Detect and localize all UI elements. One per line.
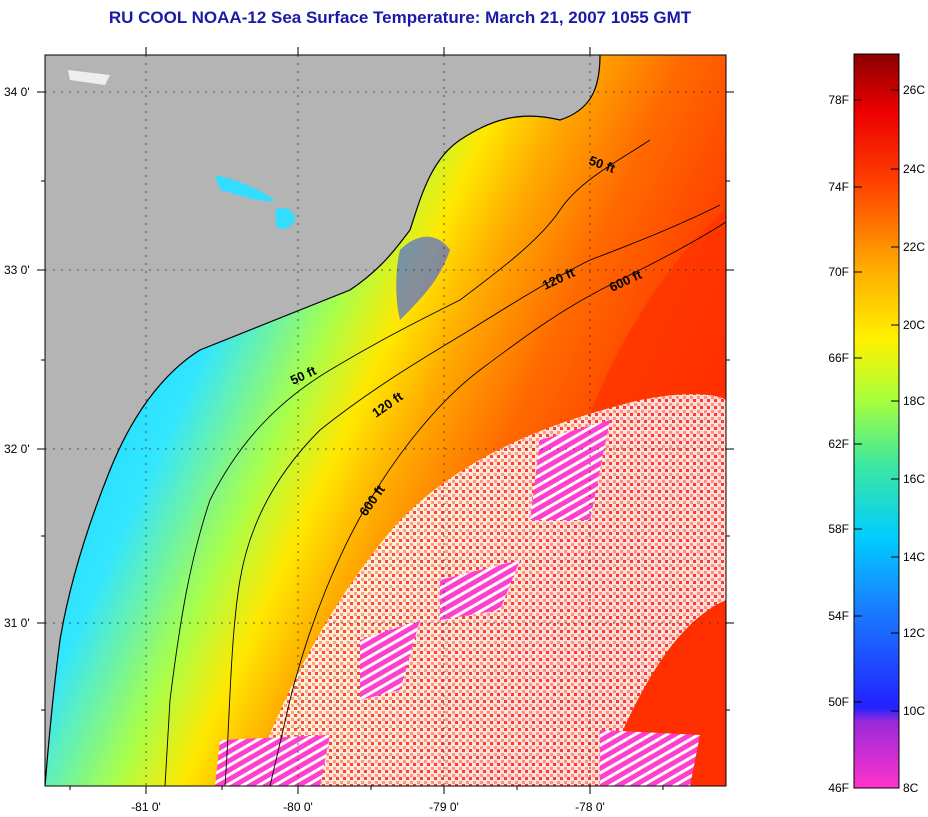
lat-tick-label: 31 0' [4,616,30,630]
fahrenheit-label: 70F [828,265,849,279]
celsius-label: 24C [903,162,925,176]
cold-artifact-patch [600,730,700,786]
celsius-label: 10C [903,704,925,718]
fahrenheit-label: 54F [828,609,849,623]
lat-tick-label: 34 0' [4,85,30,99]
celsius-label: 14C [903,550,925,564]
celsius-label: 22C [903,240,925,254]
lon-tick-label: -78 0' [575,800,605,814]
map-graticule [45,55,726,786]
lat-tick-label: 32 0' [4,442,30,456]
cold-artifact-patch [440,560,520,620]
celsius-label: 18C [903,394,925,408]
isobath-120ft [224,204,721,786]
inland-lake [275,208,295,230]
map-ticks [37,47,734,794]
colorbar-ticks [854,89,899,712]
lon-tick-label: -79 0' [429,800,459,814]
map-plot-area: 50 ft 120 ft 600 ft 50 ft 120 ft 600 ft [45,55,726,786]
fahrenheit-label: 78F [828,93,849,107]
fahrenheit-label: 74F [828,180,849,194]
lat-tick-label: 33 0' [4,263,30,277]
isobath-50ft [164,139,651,786]
fahrenheit-label: 62F [828,437,849,451]
map-frame [44,54,727,787]
inland-lake [215,175,275,202]
fahrenheit-label: 50F [828,695,849,709]
lon-tick-label: -81 0' [131,800,161,814]
lon-tick-label: -80 0' [283,800,313,814]
isobath-600ft [269,221,726,786]
fahrenheit-label: 46F [828,781,849,795]
map-title: RU COOL NOAA-12 Sea Surface Temperature:… [108,8,692,27]
celsius-label: 16C [903,472,925,486]
cold-artifact-patch [215,735,330,786]
colorbar-scale [853,53,900,789]
celsius-label: 12C [903,626,925,640]
fahrenheit-label: 58F [828,522,849,536]
inland-lake [68,70,110,85]
coastline [45,55,601,786]
celsius-label: 26C [903,83,925,97]
cold-plume [396,236,450,320]
celsius-label: 8C [903,781,919,795]
celsius-label: 20C [903,318,925,332]
cold-artifact-patch [360,620,420,700]
fahrenheit-label: 66F [828,351,849,365]
land-area [45,55,600,786]
